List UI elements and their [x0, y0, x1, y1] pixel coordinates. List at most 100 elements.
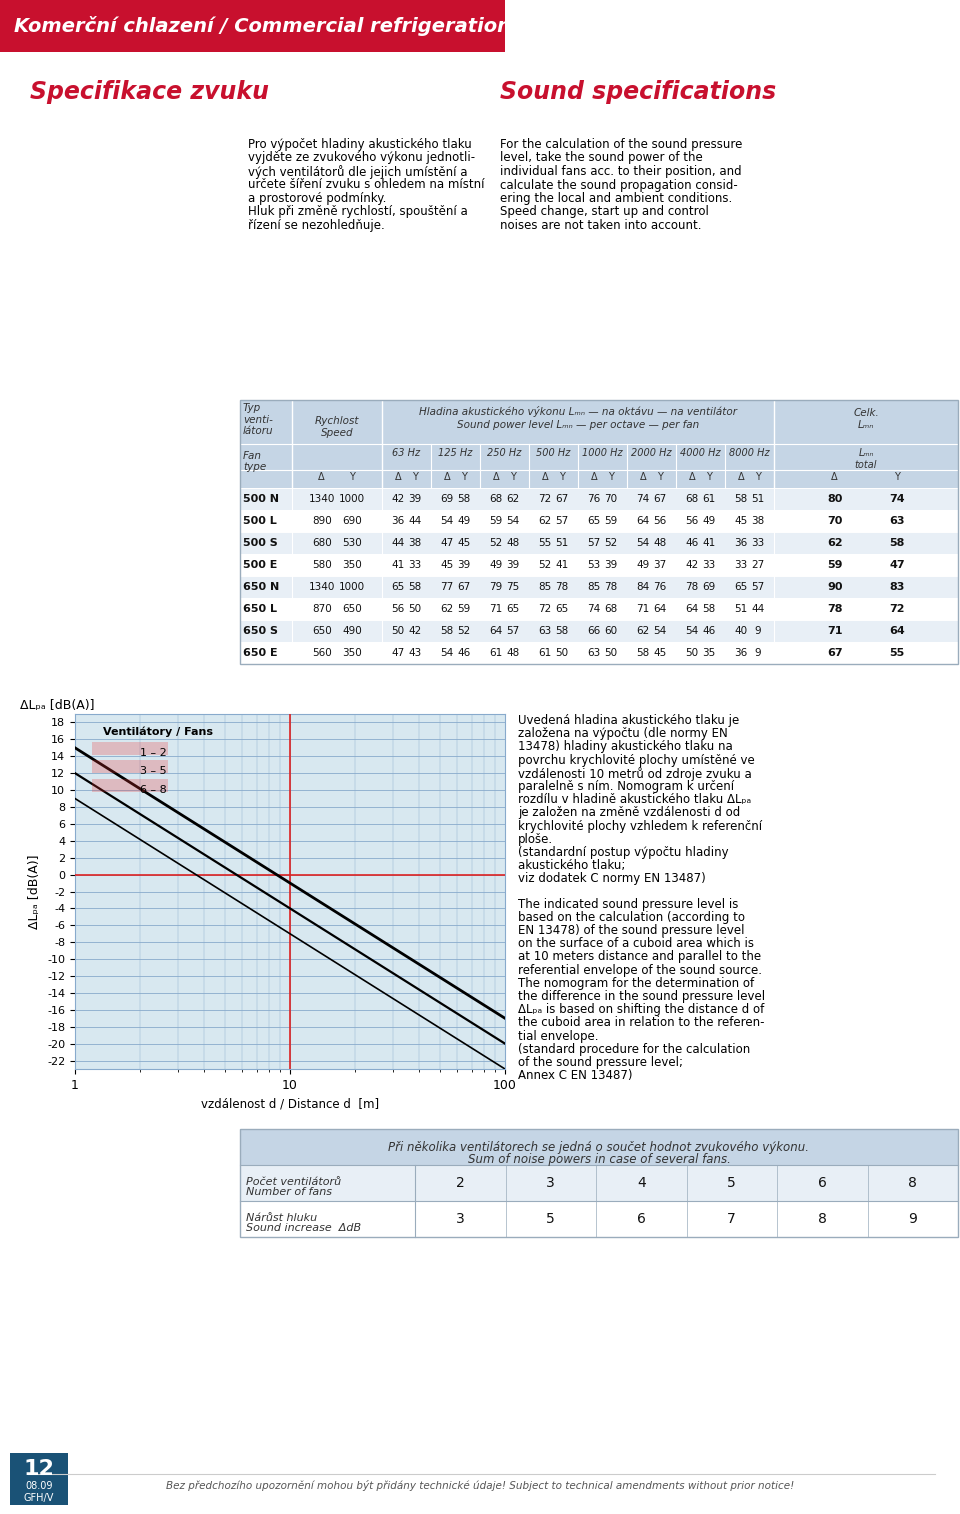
Text: 58: 58: [408, 581, 421, 592]
Text: Typ
venti-
látoru: Typ venti- látoru: [243, 403, 274, 436]
Text: 13478) hladiny akustického tlaku na: 13478) hladiny akustického tlaku na: [518, 740, 732, 754]
Text: 9: 9: [908, 1213, 917, 1226]
Text: 42: 42: [685, 560, 699, 569]
Text: 580: 580: [312, 560, 331, 569]
Text: 59: 59: [490, 516, 503, 525]
Text: 1340: 1340: [308, 581, 335, 592]
Text: based on the calculation (according to: based on the calculation (according to: [518, 911, 745, 924]
Text: 890: 890: [312, 516, 331, 525]
Text: 27: 27: [752, 560, 764, 569]
Text: 125 Hz: 125 Hz: [439, 448, 472, 459]
Text: Δ: Δ: [492, 472, 499, 481]
Text: 58: 58: [734, 494, 748, 504]
Text: 43: 43: [408, 648, 421, 659]
Text: 76: 76: [653, 581, 666, 592]
Text: 78: 78: [685, 581, 699, 592]
Text: 45: 45: [457, 537, 470, 548]
Bar: [0, 0, 505, 51]
Text: 63: 63: [539, 625, 552, 636]
Text: 39: 39: [408, 494, 421, 504]
Bar: [240, 1129, 958, 1164]
Text: 40: 40: [734, 625, 748, 636]
Text: 62: 62: [636, 625, 650, 636]
Text: 500 L: 500 L: [243, 516, 276, 525]
Text: 68: 68: [490, 494, 503, 504]
Text: 49: 49: [702, 516, 715, 525]
Text: For the calculation of the sound pressure: For the calculation of the sound pressur…: [500, 138, 742, 151]
Bar: [240, 598, 958, 621]
Text: 74: 74: [636, 494, 650, 504]
Text: 4000 Hz: 4000 Hz: [681, 448, 721, 459]
Text: 39: 39: [604, 560, 617, 569]
Text: ering the local and ambient conditions.: ering the local and ambient conditions.: [500, 192, 732, 204]
Text: Pro výpočet hladiny akustického tlaku: Pro výpočet hladiny akustického tlaku: [248, 138, 471, 151]
Text: Y: Y: [657, 472, 662, 481]
Text: 53: 53: [588, 560, 601, 569]
Text: 48: 48: [506, 537, 519, 548]
Text: Počet ventilátorů: Počet ventilátorů: [246, 1176, 341, 1187]
Text: 9: 9: [755, 648, 761, 659]
Text: 80: 80: [827, 494, 843, 504]
Text: of the sound pressure level;: of the sound pressure level;: [518, 1055, 683, 1069]
Text: 54: 54: [685, 625, 699, 636]
Text: 530: 530: [343, 537, 362, 548]
Text: 69: 69: [702, 581, 715, 592]
Text: 60: 60: [604, 625, 617, 636]
Text: 57: 57: [555, 516, 568, 525]
Text: 48: 48: [653, 537, 666, 548]
Bar: [240, 444, 958, 469]
Text: 64: 64: [685, 604, 699, 615]
Text: 5: 5: [728, 1176, 736, 1190]
Bar: [240, 1129, 958, 1237]
Text: 36: 36: [734, 648, 748, 659]
Text: (standard procedure for the calculation: (standard procedure for the calculation: [518, 1043, 751, 1055]
Text: Δ: Δ: [831, 472, 838, 481]
Text: 08.09
GFH/V: 08.09 GFH/V: [24, 1481, 54, 1502]
Text: 680: 680: [312, 537, 331, 548]
Text: Y: Y: [461, 472, 467, 481]
Text: 6: 6: [636, 1213, 646, 1226]
Text: 52: 52: [457, 625, 470, 636]
Bar: [240, 554, 958, 575]
Text: Bez předchozího upozornění mohou být přidány technické údaje! Subject to technic: Bez předchozího upozornění mohou být při…: [166, 1481, 794, 1491]
Text: 67: 67: [555, 494, 568, 504]
Text: 41: 41: [555, 560, 568, 569]
Text: Celk.
Lₘₙ: Celk. Lₘₙ: [853, 407, 878, 430]
Text: 65: 65: [506, 604, 519, 615]
Text: individual fans acc. to their position, and: individual fans acc. to their position, …: [500, 165, 742, 179]
Text: 54: 54: [653, 625, 666, 636]
Text: 70: 70: [604, 494, 617, 504]
Text: 83: 83: [890, 581, 905, 592]
Text: paralelně s ním. Nomogram k určení: paralelně s ním. Nomogram k určení: [518, 780, 734, 793]
Text: 8000 Hz: 8000 Hz: [730, 448, 770, 459]
Text: viz dodatek C normy EN 13487): viz dodatek C normy EN 13487): [518, 872, 706, 886]
Text: 79: 79: [490, 581, 503, 592]
Text: Δ: Δ: [689, 472, 695, 481]
Text: určete šíření zvuku s ohledem na místní: určete šíření zvuku s ohledem na místní: [248, 179, 485, 191]
Text: 3: 3: [546, 1176, 555, 1190]
Text: 78: 78: [555, 581, 568, 592]
Text: 41: 41: [702, 537, 715, 548]
Text: řízení se nezohledňuje.: řízení se nezohledňuje.: [248, 220, 385, 232]
Text: 64: 64: [889, 625, 905, 636]
Text: 650 E: 650 E: [243, 648, 277, 659]
Text: 1000: 1000: [339, 581, 366, 592]
Text: 46: 46: [685, 537, 699, 548]
Text: 61: 61: [490, 648, 503, 659]
Text: 61: 61: [702, 494, 715, 504]
Text: 2: 2: [456, 1176, 465, 1190]
Bar: [92, 742, 168, 754]
Bar: [240, 575, 958, 598]
Text: 46: 46: [457, 648, 470, 659]
Text: Annex C EN 13487): Annex C EN 13487): [518, 1069, 633, 1083]
Text: 63: 63: [890, 516, 905, 525]
Text: 52: 52: [539, 560, 552, 569]
Text: 37: 37: [653, 560, 666, 569]
Bar: [240, 1201, 958, 1237]
Text: 42: 42: [408, 625, 421, 636]
Text: Y: Y: [608, 472, 613, 481]
Text: 45: 45: [441, 560, 454, 569]
Bar: [240, 621, 958, 642]
Text: 490: 490: [343, 625, 362, 636]
Text: 47: 47: [441, 537, 454, 548]
